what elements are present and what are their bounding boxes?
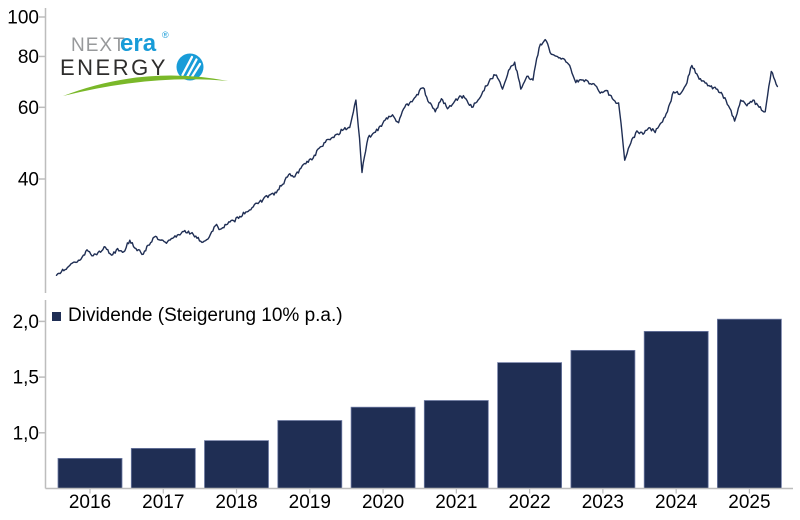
dividend-bar-2025 (717, 318, 782, 489)
dividend-bar-2018 (204, 440, 269, 489)
dividend-bar-2022 (497, 362, 563, 489)
price-y-tick-label: 40 (18, 170, 39, 191)
year-label-2019: 2019 (289, 492, 331, 513)
year-label-2016: 2016 (69, 492, 111, 513)
dividend-y-tick-label: 1,0 (13, 423, 39, 444)
year-label-2017: 2017 (142, 492, 184, 513)
nextera-logo: NEXT era ® ENERGY (55, 22, 235, 102)
dividend-bar-2017 (130, 447, 196, 489)
year-label-2018: 2018 (215, 492, 257, 513)
logo-registered-icon: ® (162, 30, 169, 40)
dividend-bar-2016 (57, 457, 123, 489)
price-y-tick-label: 60 (18, 98, 39, 119)
dividend-bar-2024 (643, 330, 709, 489)
year-label-2021: 2021 (435, 492, 477, 513)
dividend-y-tick-label: 2,0 (13, 312, 39, 333)
dividend-bar-2020 (350, 406, 416, 489)
dividend-bar-2019 (277, 420, 343, 489)
price-y-tick-label: 80 (18, 47, 39, 68)
year-label-2024: 2024 (655, 492, 698, 513)
logo-green-swoosh-icon (63, 75, 228, 96)
year-label-2025: 2025 (728, 492, 770, 513)
legend-marker-icon (52, 311, 61, 321)
logo-text-era: era (120, 30, 157, 57)
nextera-logo-graphic: NEXT era ® ENERGY (60, 30, 228, 96)
year-label-2020: 2020 (362, 492, 404, 513)
legend-label: Dividende (Steigerung 10% p.a.) (68, 305, 343, 326)
year-label-2022: 2022 (508, 492, 550, 513)
dividend-bar-2023 (570, 349, 636, 489)
price-y-tick-label: 100 (7, 8, 39, 29)
year-label-2023: 2023 (582, 492, 624, 513)
logo-text-energy: ENERGY (60, 55, 168, 80)
price-line (55, 38, 779, 276)
dividend-legend: Dividende (Steigerung 10% p.a.) (52, 305, 343, 327)
logo-energy-strokes-icon (181, 55, 202, 79)
dividend-y-tick-label: 1,5 (13, 368, 39, 389)
logo-text-next: NEXT (71, 35, 126, 56)
dividend-bar-2021 (423, 400, 489, 489)
